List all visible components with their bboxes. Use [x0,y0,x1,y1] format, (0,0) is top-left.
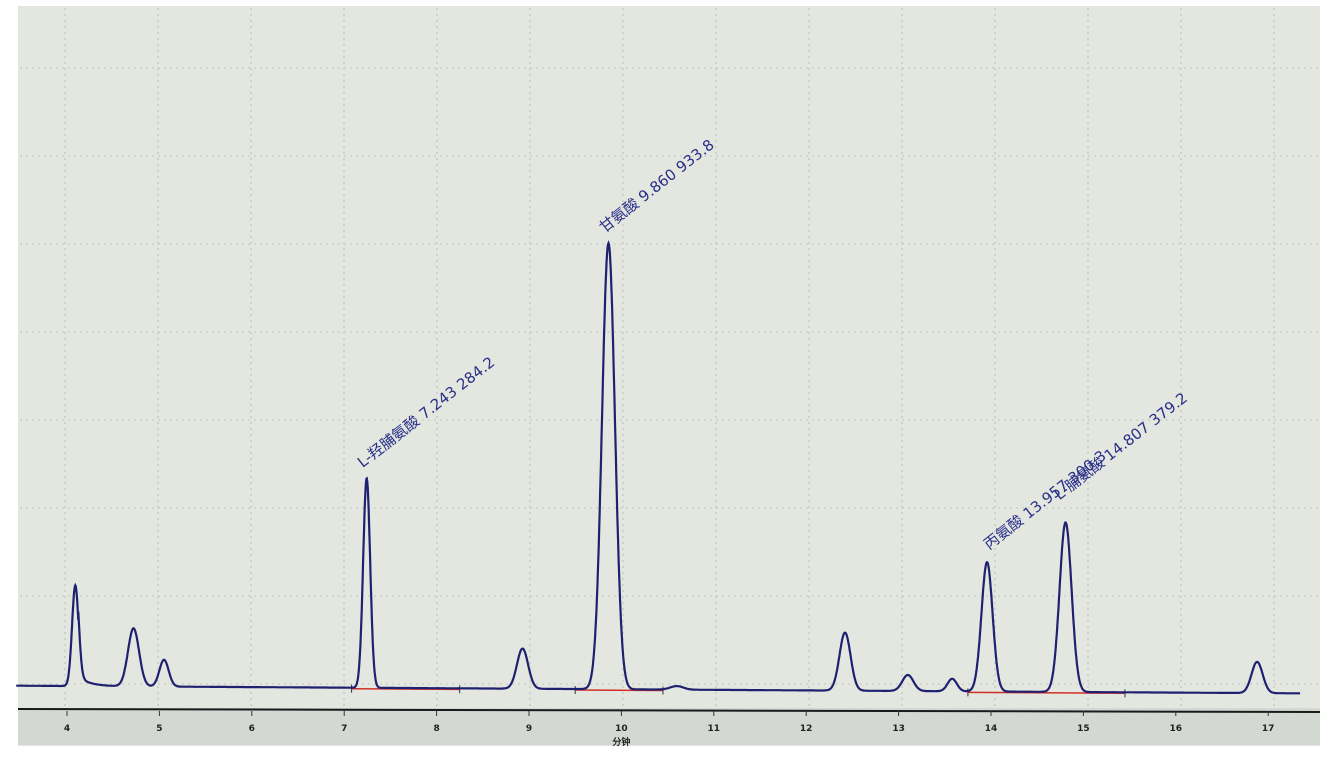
x-tick-label: 13 [892,724,905,734]
chromatogram-trace [16,240,1301,695]
x-tick-label: 10 [615,724,628,734]
peak-label: 甘氨酸 9.860 933.8 [596,136,718,237]
x-tick-label: 4 [64,724,70,734]
x-tick-label: 16 [1170,724,1183,734]
x-tick-label: 11 [708,724,721,734]
x-tick-label: 5 [156,724,162,734]
x-tick-label: 17 [1262,724,1275,734]
chromatogram-screen [18,6,1320,746]
x-tick-label: 6 [249,724,255,734]
x-tick-label: 14 [985,724,998,734]
x-tick-label: 8 [433,724,439,734]
x-tick-label: 15 [1077,724,1090,734]
x-axis-strip [18,708,1320,745]
peak-label: L-脯氨酸 14.807 379.2 [1051,389,1191,504]
x-tick-label: 7 [341,724,347,734]
x-axis-line [17,708,1321,713]
peak-label: L-羟脯氨酸 7.243 284.2 [354,353,498,471]
x-tick-label: 12 [800,724,813,734]
x-tick-label: 9 [526,724,532,734]
x-axis-label: 分钟 [612,736,630,748]
